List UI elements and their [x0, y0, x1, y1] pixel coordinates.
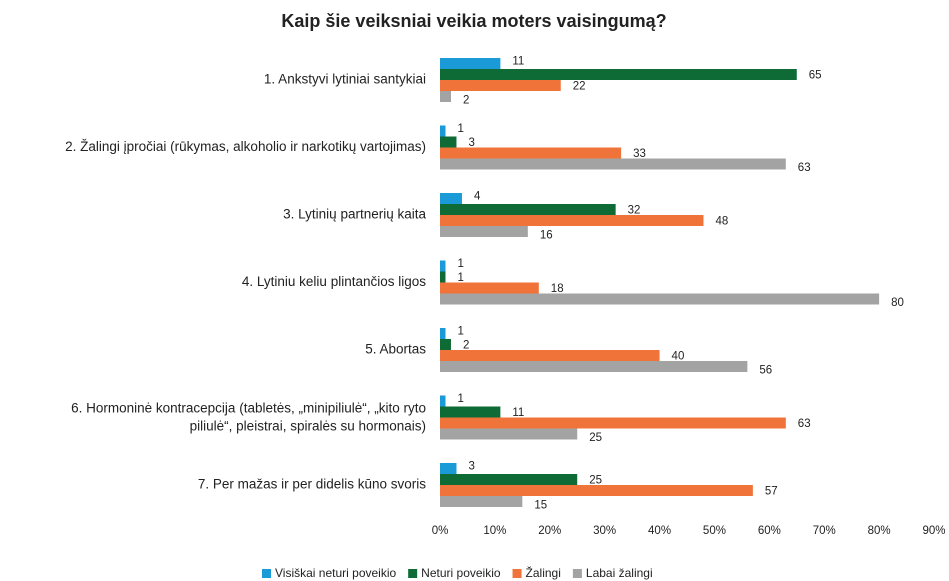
bar [440, 193, 462, 204]
data-label: 11 [512, 407, 524, 419]
data-label: 22 [573, 81, 586, 93]
x-tick-label: 30% [593, 525, 616, 537]
bar [440, 339, 451, 350]
data-label: 65 [809, 70, 822, 82]
legend-swatch [408, 569, 418, 578]
bar [440, 80, 561, 91]
x-tick-label: 0% [432, 525, 449, 537]
bar [440, 125, 446, 137]
data-label: 3 [468, 137, 474, 149]
y-tick-label: 3. Lytinių partnerių kaita [283, 207, 426, 222]
data-label: 1 [457, 326, 463, 338]
data-label: 2 [463, 340, 469, 352]
bar [440, 215, 704, 226]
legend-swatch [262, 569, 271, 578]
data-label: 25 [589, 432, 602, 444]
bar [440, 428, 578, 440]
data-label: 57 [765, 486, 778, 498]
y-tick-label: 4. Lytiniu keliu plintančios ligos [242, 274, 426, 289]
legend-label: Žalingi [526, 565, 561, 580]
x-tick-label: 60% [758, 525, 781, 537]
legend-label: Neturi poveikio [421, 566, 501, 580]
data-label: 48 [715, 216, 728, 228]
bar [440, 226, 528, 237]
y-tick-label: 1. Ankstyvi lytiniai santykiai [264, 72, 426, 87]
x-tick-label: 50% [703, 525, 726, 537]
bar [440, 406, 501, 418]
data-label: 33 [633, 148, 646, 160]
x-tick-label: 80% [868, 525, 891, 537]
x-tick-label: 10% [483, 525, 506, 537]
bar [440, 293, 880, 305]
bar [440, 496, 523, 507]
data-label: 1 [457, 393, 463, 405]
y-tick-label: 7. Per mažas ir per didelis kūno svoris [198, 477, 426, 492]
data-label: 1 [457, 272, 463, 284]
x-tick-label: 70% [813, 525, 836, 537]
bar [440, 58, 501, 69]
data-label: 15 [534, 500, 547, 512]
data-label: 25 [589, 475, 602, 487]
bar [440, 328, 446, 339]
bar [440, 350, 660, 361]
chart-title: Kaip šie veiksniai veikia moters vaising… [281, 11, 666, 31]
bar [440, 91, 451, 102]
legend-label: Visiškai neturi poveikio [275, 566, 396, 580]
data-label: 40 [672, 351, 685, 363]
legend-swatch [572, 569, 582, 578]
x-tick-label: 90% [922, 525, 945, 537]
data-label: 3 [468, 461, 474, 473]
bar [440, 260, 446, 272]
data-label: 18 [551, 283, 564, 295]
legend-label: Labai žalingi [586, 566, 653, 580]
data-label: 2 [463, 95, 469, 107]
data-label: 11 [512, 56, 524, 68]
bar [440, 271, 446, 283]
bar [440, 417, 786, 429]
data-label: 1 [457, 123, 463, 135]
x-tick-label: 20% [538, 525, 561, 537]
data-label: 32 [628, 205, 641, 217]
data-label: 16 [540, 230, 553, 242]
legend-swatch [512, 569, 522, 578]
data-label: 63 [798, 418, 811, 430]
data-label: 1 [457, 258, 463, 270]
bar [440, 395, 446, 407]
data-label: 63 [798, 162, 811, 174]
bar [440, 204, 616, 215]
bar [440, 282, 539, 294]
data-label: 80 [891, 297, 904, 309]
bar [440, 463, 457, 474]
data-label: 56 [759, 365, 772, 377]
bar [440, 361, 748, 372]
bar [440, 158, 786, 170]
y-tick-label: 2. Žalingi įpročiai (rūkymas, alkoholio … [65, 139, 426, 154]
bar [440, 69, 797, 80]
x-tick-label: 40% [648, 525, 671, 537]
y-tick-label: 6. Hormoninė kontracepcija (tabletės, „m… [71, 400, 426, 433]
bar [440, 474, 578, 485]
bar [440, 485, 753, 496]
y-tick-label: 5. Abortas [365, 342, 426, 357]
bar [440, 136, 457, 148]
bar [440, 147, 622, 159]
data-label: 4 [474, 191, 481, 203]
